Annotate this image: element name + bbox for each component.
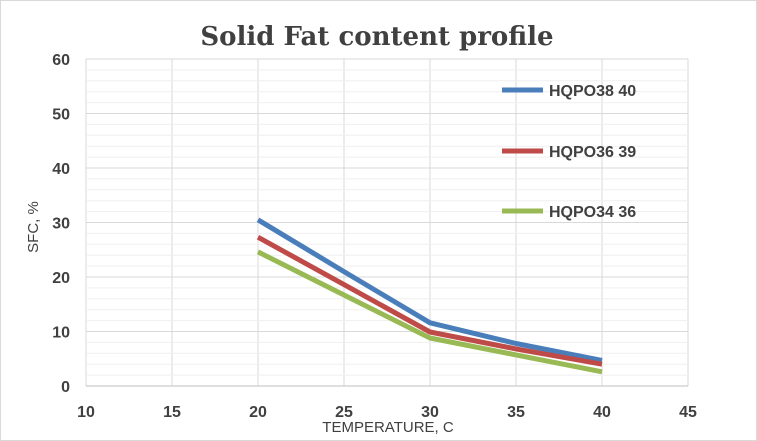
y-tick-label: 0	[61, 379, 70, 396]
chart-title: Solid Fat content profile	[200, 22, 553, 52]
legend-label: HQPO36 39	[549, 144, 636, 161]
x-tick-label: 20	[249, 404, 267, 421]
x-tick-label: 45	[679, 404, 697, 421]
series-line	[256, 249, 603, 375]
y-tick-label: 30	[52, 216, 70, 233]
series-line	[256, 235, 603, 367]
axes: 10 15 20 25 30 35 40 45 0 10 20 30 40 50 60	[52, 52, 697, 421]
y-tick-label: 40	[52, 161, 70, 178]
x-tick-label: 30	[421, 404, 439, 421]
x-tick-label: 40	[593, 404, 611, 421]
x-tick-label: 10	[77, 404, 95, 421]
legend: HQPO38 40 HQPO36 39 HQPO34 36	[502, 83, 636, 221]
legend-label: HQPO38 40	[549, 83, 636, 100]
y-tick-label: 10	[52, 325, 70, 342]
series-line	[256, 217, 603, 363]
series-lines	[256, 217, 603, 375]
y-tick-label: 50	[52, 107, 70, 124]
x-tick-label: 15	[163, 404, 181, 421]
legend-label: HQPO34 36	[549, 204, 636, 221]
x-axis-label: TEMPERATURE, C	[322, 419, 454, 436]
y-axis-label: SFC, %	[25, 201, 42, 253]
y-tick-label: 20	[52, 270, 70, 287]
grid	[85, 58, 689, 386]
x-tick-label: 25	[335, 404, 353, 421]
x-tick-label: 35	[507, 404, 525, 421]
y-tick-label: 60	[52, 52, 70, 69]
